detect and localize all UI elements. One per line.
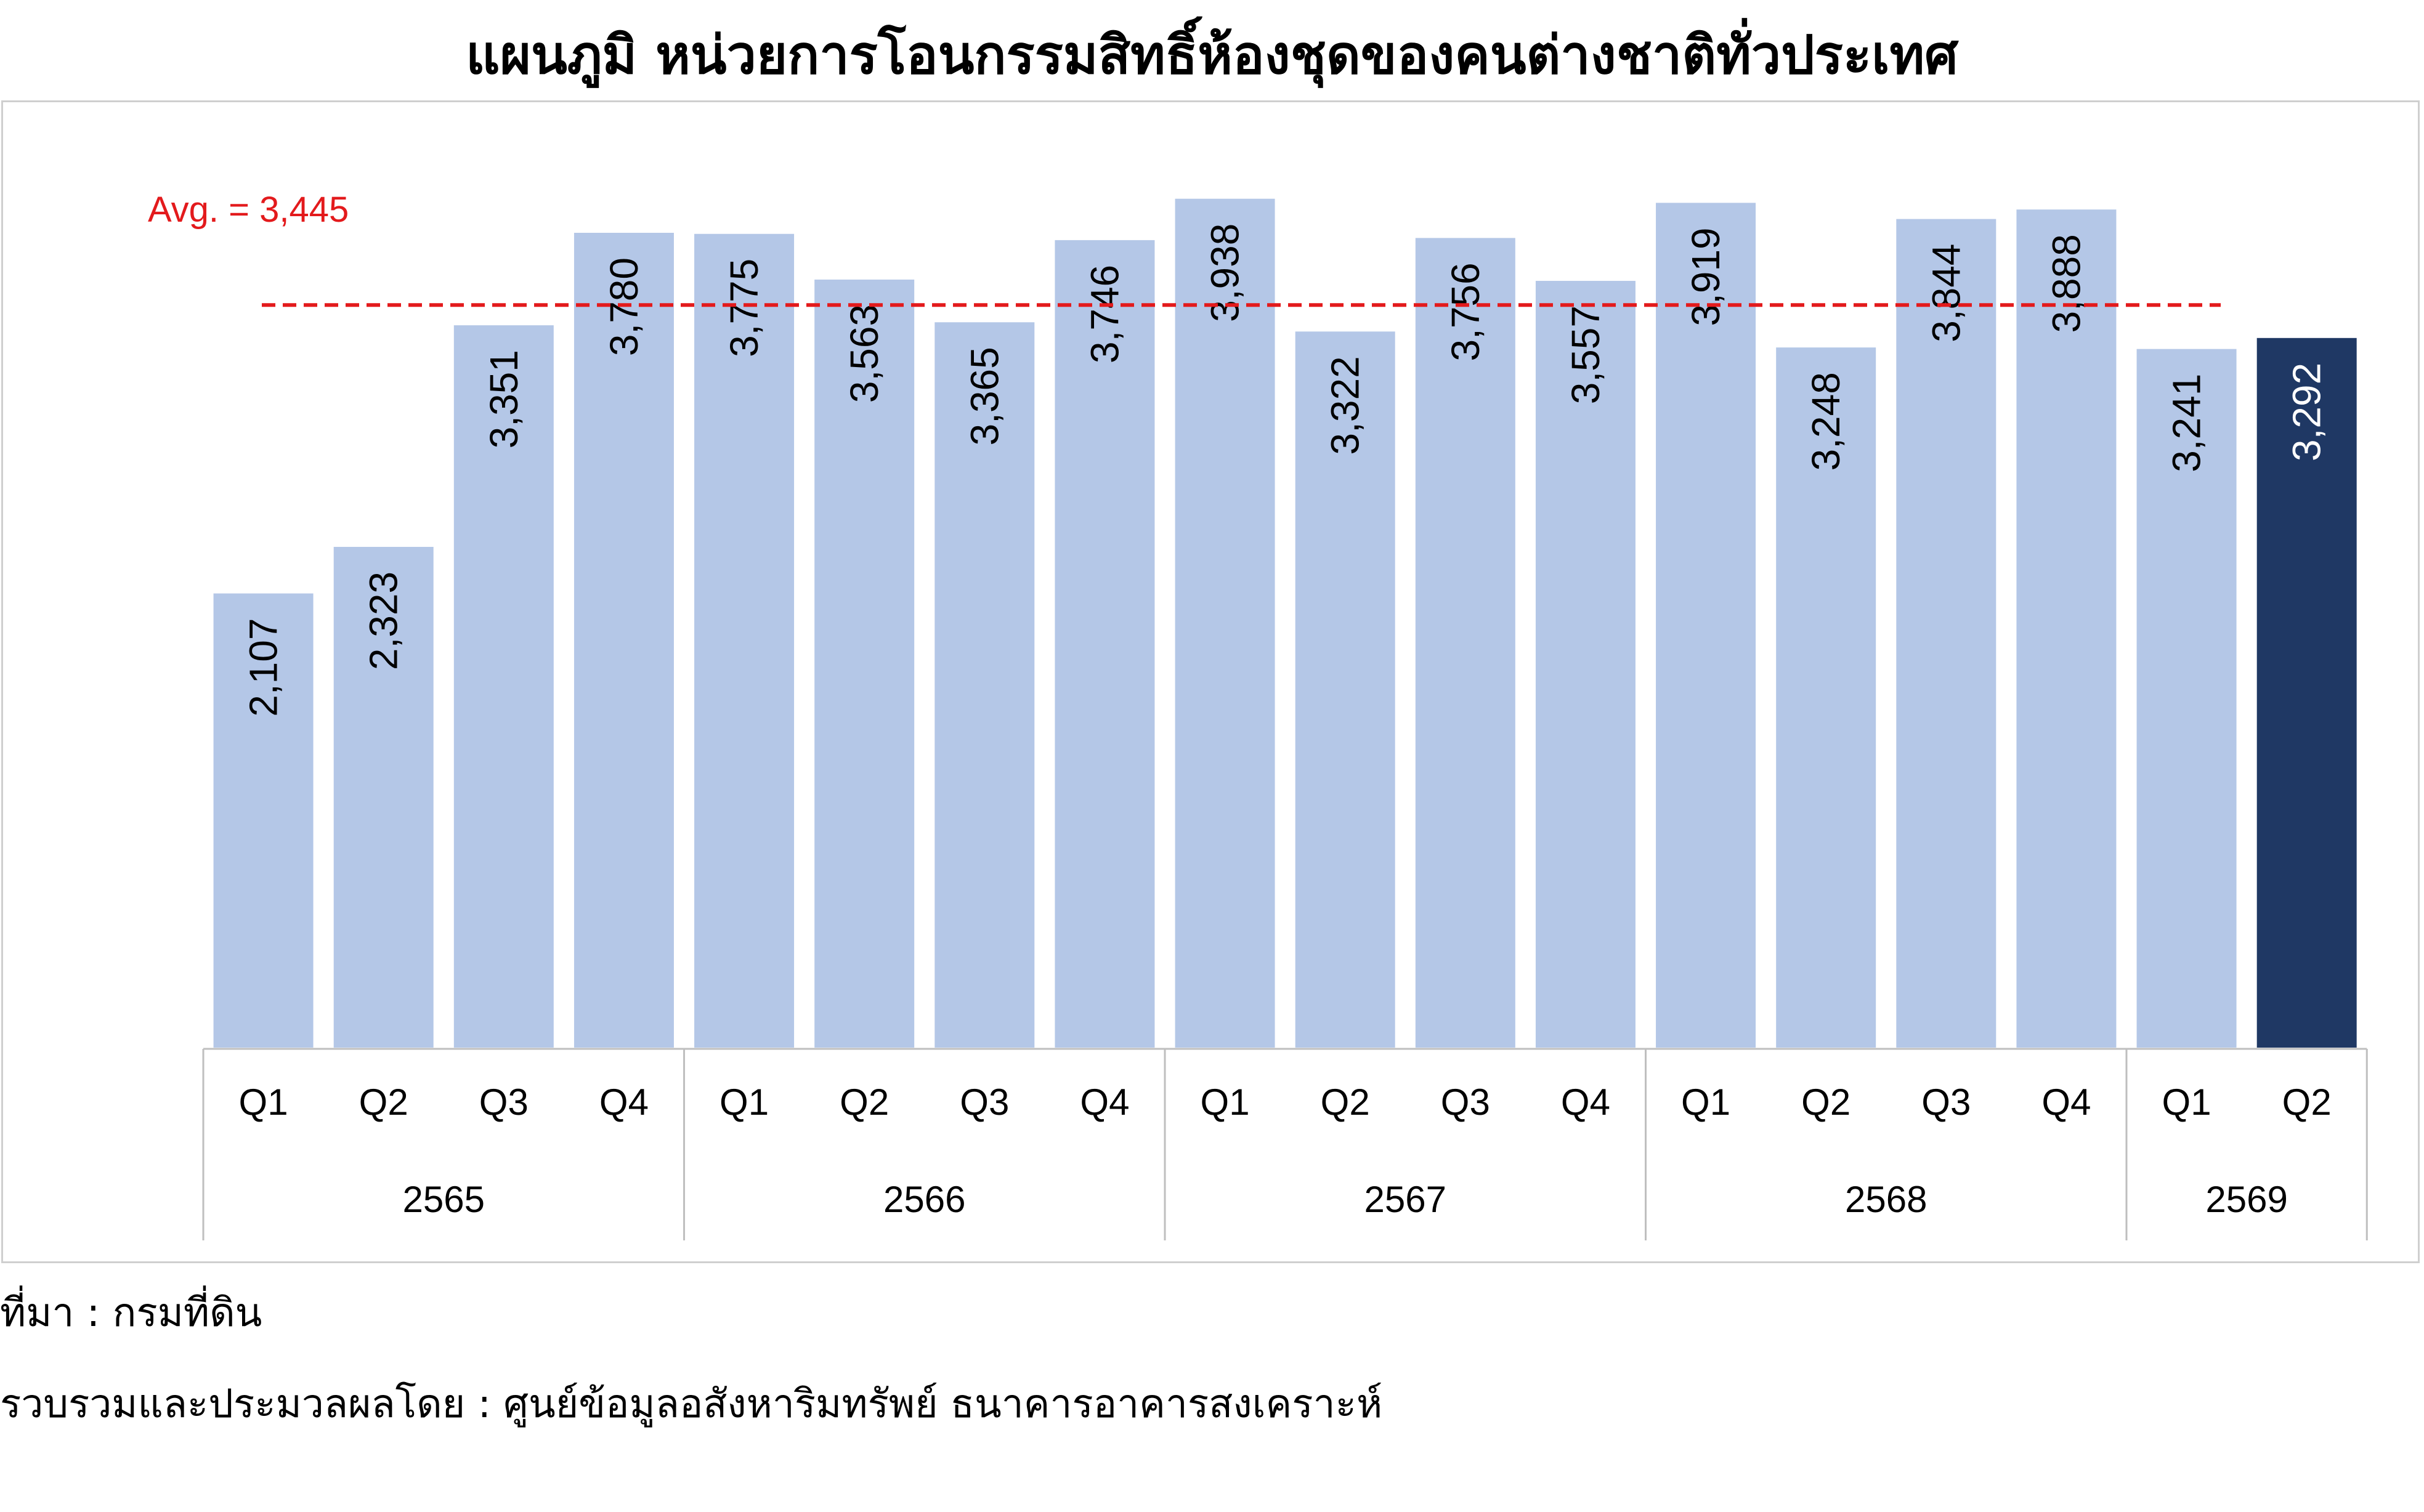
x-tick-label: Q1 (1681, 1081, 1730, 1123)
x-tick-label: Q2 (2282, 1081, 2332, 1123)
bar-14 (1776, 347, 1876, 1048)
x-tick-label: Q4 (2041, 1081, 2091, 1123)
bar-value-label: 2,107 (241, 618, 286, 717)
bar-2 (333, 546, 434, 1048)
x-tick-label: Q4 (1561, 1081, 1610, 1123)
bar-6 (814, 279, 915, 1048)
x-tick-label: Q3 (479, 1081, 529, 1123)
bar-value-label: 3,775 (722, 259, 766, 357)
bar-3 (453, 325, 554, 1048)
bar-12 (1535, 281, 1636, 1048)
x-group-label: 2568 (1845, 1179, 1927, 1220)
bar-13 (1656, 203, 1756, 1048)
x-group-label: 2566 (883, 1179, 965, 1220)
bar-7 (934, 322, 1035, 1048)
compiled-by-note: รวบรวมและประมวลผลโดย : ศูนย์ข้อมูลอสังหา… (0, 1381, 1383, 1427)
bar-value-label: 3,563 (842, 304, 886, 403)
bar-11 (1415, 238, 1515, 1048)
bar-18 (2256, 338, 2357, 1048)
x-axis: Q1 Q2 Q3 Q4 Q1 Q2 Q3 Q4 Q1 Q2 Q3 Q4 Q1 Q2 Q3 Q4 Q1 Q2 2565… (202, 1048, 2368, 1240)
x-tick-label: Q2 (359, 1081, 408, 1123)
chart-frame: 2,107 2,323 3,351 3,780 3,775 3,563 3,365 3,746… (1, 100, 2420, 1263)
x-tick-label: Q3 (960, 1081, 1009, 1123)
bar-value-label: 3,365 (962, 347, 1007, 445)
x-tick-label: Q1 (719, 1081, 769, 1123)
bar-value-label: 3,557 (1563, 305, 1608, 404)
bar-9 (1175, 198, 1275, 1048)
x-tick-label: Q2 (1321, 1081, 1370, 1123)
bar-value-label: 3,888 (2044, 234, 2088, 333)
bar-value-label: 3,919 (1684, 227, 1728, 326)
bar-value-label: 3,938 (1203, 224, 1247, 322)
bar-value-label: 2,323 (362, 572, 406, 670)
average-layer: Avg. = 3,445 (148, 190, 2221, 307)
source-note: ที่มา : กรมที่ดิน (0, 1290, 262, 1336)
x-group-label: 2567 (1364, 1179, 1446, 1220)
x-tick-label: Q3 (1921, 1081, 1971, 1123)
bar-5 (694, 233, 795, 1048)
bar-value-label: 3,351 (482, 350, 526, 448)
bar-value-label: 3,292 (2285, 363, 2329, 461)
bars-layer (213, 198, 2357, 1048)
chart-title: แผนภูมิ หน่วยการโอนกรรมสิทธิ์ห้องชุดของค… (466, 25, 1958, 86)
bar-15 (1896, 219, 1996, 1048)
bar-16 (2016, 209, 2117, 1048)
x-tick-label: Q1 (1201, 1081, 1250, 1123)
bar-1 (213, 593, 314, 1048)
x-group-label: 2565 (403, 1179, 485, 1220)
bar-value-label: 3,241 (2165, 374, 2209, 472)
x-tick-label: Q3 (1441, 1081, 1490, 1123)
bar-value-label: 3,322 (1323, 356, 1368, 455)
bar-value-label: 3,844 (1924, 244, 1968, 342)
bar-17 (2136, 349, 2237, 1048)
bar-4 (574, 233, 674, 1048)
x-tick-label: Q1 (239, 1081, 288, 1123)
bar-value-label: 3,248 (1804, 372, 1848, 471)
x-tick-label: Q1 (2162, 1081, 2211, 1123)
bar-value-label: 3,756 (1443, 262, 1488, 361)
x-tick-label: Q4 (599, 1081, 649, 1123)
x-tick-label: Q2 (840, 1081, 889, 1123)
bar-10 (1295, 331, 1395, 1048)
x-tick-label: Q4 (1080, 1081, 1129, 1123)
bar-8 (1055, 240, 1155, 1048)
x-tick-label: Q2 (1801, 1081, 1850, 1123)
average-label: Avg. = 3,445 (148, 190, 349, 230)
bar-value-label: 3,746 (1082, 265, 1127, 363)
x-group-label: 2569 (2205, 1179, 2287, 1220)
